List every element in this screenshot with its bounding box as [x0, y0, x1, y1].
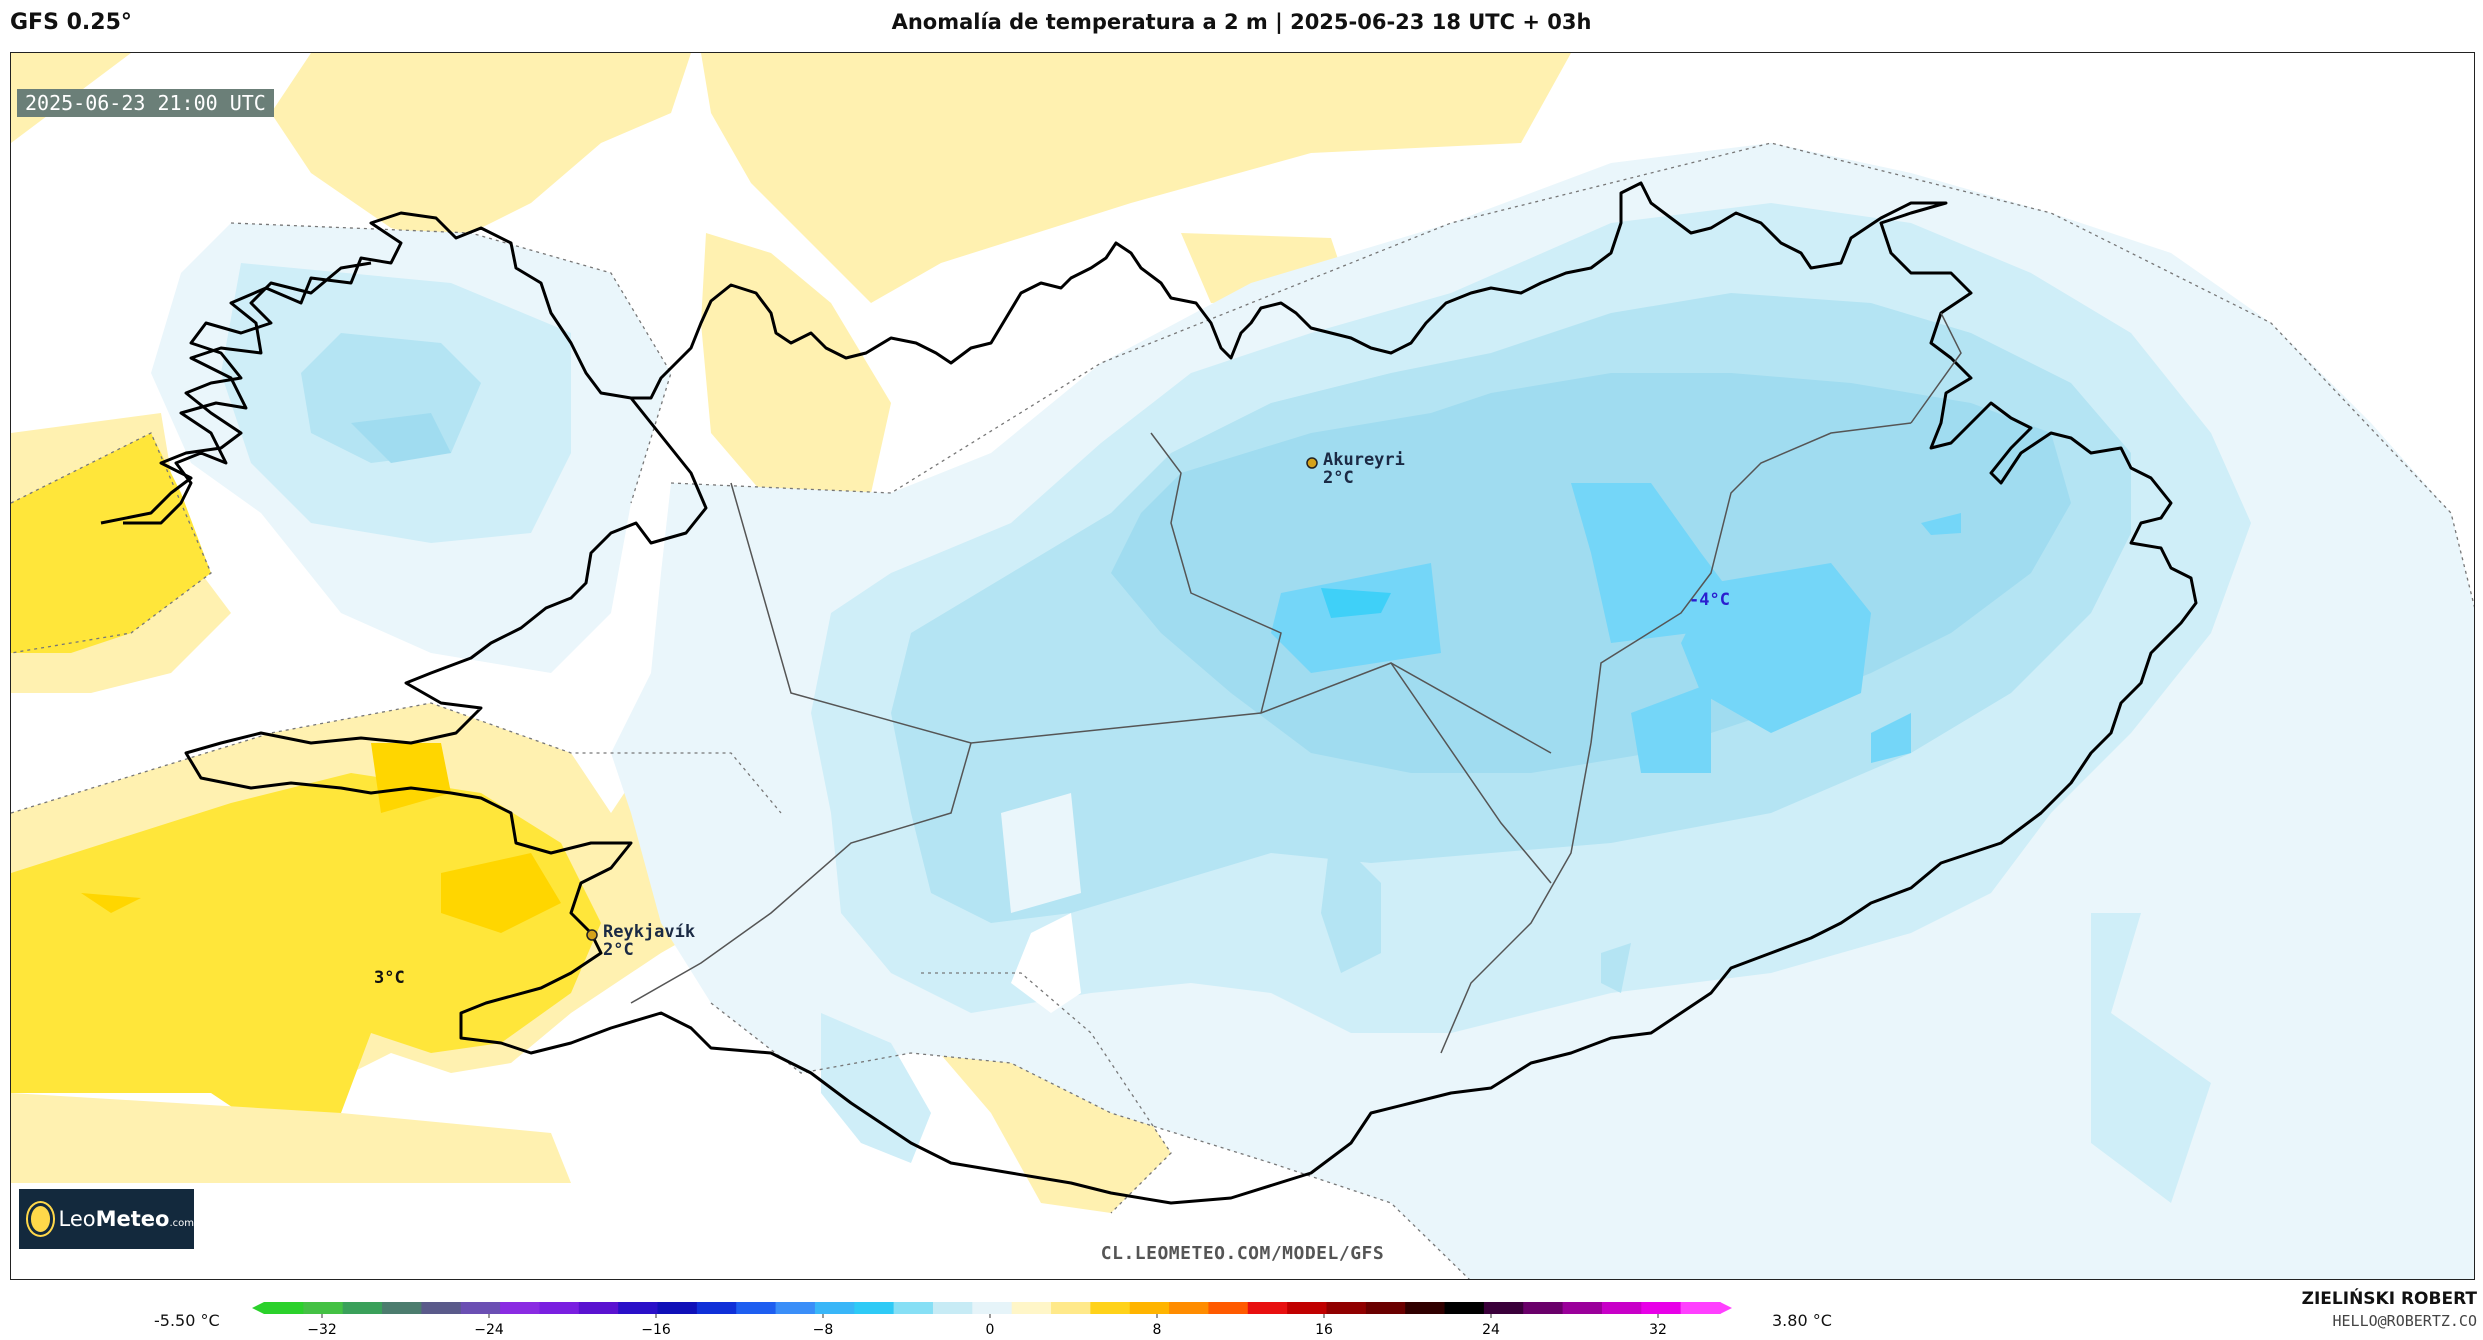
colorbar-segment — [814, 1302, 855, 1314]
akureyri-marker — [1306, 457, 1318, 469]
colorbar-segment — [382, 1302, 423, 1314]
colorbar-segment — [342, 1302, 383, 1314]
reykjavik-marker — [586, 929, 598, 941]
city-value: 2°C — [603, 940, 634, 960]
colorbar-segment — [1208, 1302, 1249, 1314]
colorbar-tick-label: 0 — [986, 1322, 995, 1338]
colorbar-segment — [736, 1302, 777, 1314]
colorbar-tick-label: 24 — [1482, 1322, 1500, 1338]
colorbar-segment — [1129, 1302, 1170, 1314]
author-email: HELLO@ROBERTZ.CO — [2332, 1312, 2478, 1330]
colorbar-segment — [1090, 1302, 1131, 1314]
colorbar-segment — [932, 1302, 973, 1314]
valid-time-stamp: 2025-06-23 21:00 UTC — [17, 89, 274, 117]
colorbar-segment — [1247, 1302, 1288, 1314]
author-block: ZIELIŃSKI ROBERT HELLO@ROBERTZ.CO — [2302, 1288, 2477, 1332]
colorbar-segment — [1523, 1302, 1564, 1314]
colorbar-min-arrow — [252, 1302, 264, 1314]
warm-anomaly-areas — [11, 53, 1571, 1213]
colorbar-max-label: 3.80 °C — [1772, 1311, 1832, 1330]
colorbar-segment — [460, 1302, 501, 1314]
colorbar-tick-label: 16 — [1315, 1322, 1333, 1338]
city-label-reykjavik: Reykjavík 2°C — [603, 923, 695, 959]
logo-text: LeoMeteo.com — [58, 1207, 194, 1231]
colorbar-segment — [1287, 1302, 1328, 1314]
source-watermark: CL.LEOMETEO.COM/MODEL/GFS — [1100, 1243, 1385, 1264]
colorbar-segment — [775, 1302, 816, 1314]
sun-icon — [31, 1206, 51, 1232]
colorbar-segment — [1562, 1302, 1603, 1314]
colorbar-segment — [1483, 1302, 1524, 1314]
colorbar-segment — [618, 1302, 659, 1314]
max-anomaly-label: 3°C — [374, 968, 405, 988]
colorbar-segment — [1365, 1302, 1406, 1314]
colorbar-segment — [1680, 1302, 1721, 1314]
colorbar-segment — [421, 1302, 462, 1314]
colorbar-segment — [657, 1302, 698, 1314]
colorbar-tick-label: −8 — [813, 1322, 834, 1338]
temperature-anomaly-map[interactable]: 2025-06-23 21:00 UTC Akureyri 2°C Reykja… — [10, 52, 2475, 1280]
author-name: ZIELIŃSKI ROBERT — [2301, 1289, 2477, 1309]
colorbar-segment — [1169, 1302, 1210, 1314]
colorbar-tick-label: −32 — [307, 1322, 337, 1338]
city-label-akureyri: Akureyri 2°C — [1323, 451, 1405, 487]
colorbar: −32 −24 −16 −8 0 8 16 24 32 — [252, 1302, 1732, 1338]
colorbar-tick-label: −24 — [474, 1322, 504, 1338]
model-name: GFS 0.25° — [10, 10, 132, 35]
colorbar-segment — [1641, 1302, 1682, 1314]
colorbar-segment — [578, 1302, 619, 1314]
colorbar-segment — [1011, 1302, 1052, 1314]
colorbar-segment — [303, 1302, 344, 1314]
leometeo-logo[interactable]: LeoMeteo.com — [19, 1189, 194, 1249]
colorbar-min-label: -5.50 °C — [154, 1311, 220, 1330]
colorbar-segment — [264, 1302, 304, 1314]
colorbar-segment — [893, 1302, 934, 1314]
city-value: 2°C — [1323, 468, 1354, 488]
colorbar-segment — [1444, 1302, 1485, 1314]
colorbar-segment — [1051, 1302, 1091, 1314]
colorbar-max-arrow — [1720, 1302, 1732, 1314]
colorbar-segment — [696, 1302, 737, 1314]
min-anomaly-label: -4°C — [1689, 590, 1730, 610]
iceland-coastline — [123, 181, 2198, 1205]
colorbar-segment — [539, 1302, 580, 1314]
city-name: Akureyri — [1323, 450, 1405, 470]
colorbar-segment — [1405, 1302, 1446, 1314]
colorbar-tick-label: 32 — [1649, 1322, 1667, 1338]
region-borders — [630, 312, 1962, 1054]
contour-lines — [11, 142, 2474, 1279]
chart-title: Anomalía de temperatura a 2 m | 2025-06-… — [891, 10, 1592, 34]
westfjords-coast — [100, 261, 372, 525]
cold-anomaly-areas — [71, 143, 2474, 1279]
colorbar-segment — [972, 1302, 1013, 1314]
map-canvas — [11, 53, 2474, 1279]
colorbar-tick-label: −16 — [641, 1322, 671, 1338]
colorbar-segment — [1601, 1302, 1642, 1314]
city-name: Reykjavík — [603, 922, 696, 942]
colorbar-segment — [500, 1302, 541, 1314]
colorbar-segment — [1326, 1302, 1367, 1314]
colorbar-tick-label: 8 — [1153, 1322, 1162, 1338]
colorbar-segment — [854, 1302, 895, 1314]
